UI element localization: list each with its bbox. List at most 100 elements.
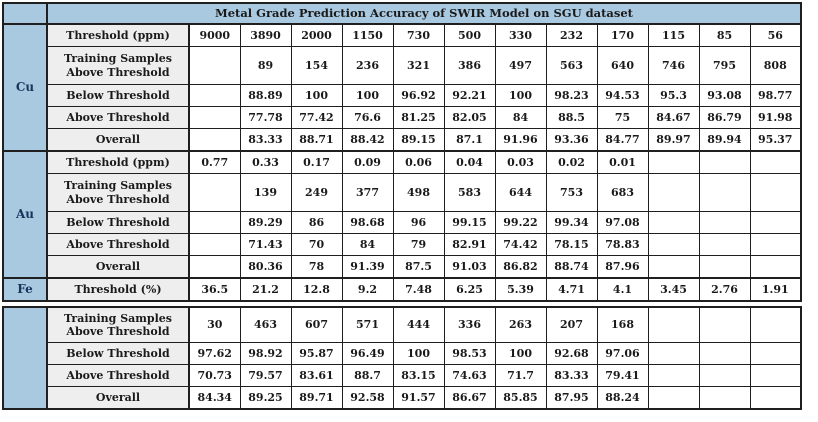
data-cell bbox=[749, 342, 802, 365]
data-cell: 607 bbox=[290, 306, 343, 343]
data-cell: 96 bbox=[392, 211, 445, 234]
data-cell: 0.04 bbox=[443, 150, 496, 174]
data-cell: 97.08 bbox=[596, 211, 649, 234]
data-cell: 86 bbox=[290, 211, 343, 234]
data-cell: 95.87 bbox=[290, 342, 343, 365]
data-cell bbox=[647, 342, 700, 365]
table-row: Above Threshold 70.73 79.57 83.61 88.7 83.15 7… bbox=[3, 364, 802, 387]
corner-cell bbox=[2, 2, 48, 25]
data-cell: 0.77 bbox=[188, 150, 241, 174]
data-cell: 96.49 bbox=[341, 342, 394, 365]
data-cell: 78.15 bbox=[545, 233, 598, 256]
data-cell bbox=[647, 255, 700, 279]
data-cell: 75 bbox=[596, 106, 649, 129]
table-row: Above Threshold 71.43 70 84 79 82.91 74.42 78.1… bbox=[3, 233, 802, 256]
data-cell: 77.78 bbox=[239, 106, 292, 129]
data-cell: 89.15 bbox=[392, 128, 445, 152]
data-cell bbox=[749, 255, 802, 279]
data-cell bbox=[188, 255, 241, 279]
data-cell: 83.15 bbox=[392, 364, 445, 387]
data-cell: 563 bbox=[545, 46, 598, 85]
data-cell: 444 bbox=[392, 306, 445, 343]
data-cell: 87.5 bbox=[392, 255, 445, 279]
row-label: Below Threshold bbox=[46, 211, 190, 234]
data-cell: 9000 bbox=[188, 23, 241, 47]
data-cell: 97.06 bbox=[596, 342, 649, 365]
data-cell: 795 bbox=[698, 46, 751, 85]
data-cell: 330 bbox=[494, 23, 547, 47]
data-cell: 170 bbox=[596, 23, 649, 47]
data-cell bbox=[647, 211, 700, 234]
data-cell bbox=[647, 306, 700, 343]
row-label: Above Threshold bbox=[46, 233, 190, 256]
data-cell bbox=[698, 150, 751, 174]
data-cell: 21.2 bbox=[239, 277, 292, 302]
data-cell: 0.02 bbox=[545, 150, 598, 174]
data-cell: 3.45 bbox=[647, 277, 700, 302]
data-cell: 80.36 bbox=[239, 255, 292, 279]
data-cell: 336 bbox=[443, 306, 496, 343]
data-cell: 56 bbox=[749, 23, 802, 47]
data-cell: 93.36 bbox=[545, 128, 598, 152]
data-cell: 1150 bbox=[341, 23, 394, 47]
data-cell: 92.68 bbox=[545, 342, 598, 365]
data-cell bbox=[749, 211, 802, 234]
data-cell: 321 bbox=[392, 46, 445, 85]
data-cell: 100 bbox=[494, 342, 547, 365]
fe-continuation-table: Training Samples Above Threshold 30 463 607… bbox=[2, 306, 802, 410]
data-cell: 76.6 bbox=[341, 106, 394, 129]
data-cell: 6.25 bbox=[443, 277, 496, 302]
data-cell: 98.23 bbox=[545, 84, 598, 107]
table-row: Training Samples Above Threshold 30 463 607… bbox=[2, 306, 802, 410]
data-cell: 99.22 bbox=[494, 211, 547, 234]
data-cell: 377 bbox=[341, 173, 394, 212]
data-cell bbox=[188, 173, 241, 212]
data-cell: 82.05 bbox=[443, 106, 496, 129]
data-cell: 87.95 bbox=[545, 386, 598, 410]
data-cell bbox=[698, 255, 751, 279]
data-cell: 81.25 bbox=[392, 106, 445, 129]
data-cell: 98.92 bbox=[239, 342, 292, 365]
data-cell: 84 bbox=[494, 106, 547, 129]
data-cell: 84.77 bbox=[596, 128, 649, 152]
data-cell: 86.82 bbox=[494, 255, 547, 279]
row-label: Overall bbox=[46, 255, 190, 279]
data-cell bbox=[698, 386, 751, 410]
data-cell bbox=[188, 106, 241, 129]
row-label: Threshold (ppm) bbox=[46, 150, 190, 174]
data-cell: 4.1 bbox=[596, 277, 649, 302]
data-cell: 79 bbox=[392, 233, 445, 256]
data-cell: 89.71 bbox=[290, 386, 343, 410]
data-cell: 236 bbox=[341, 46, 394, 85]
data-cell: 100 bbox=[392, 342, 445, 365]
data-cell: 249 bbox=[290, 173, 343, 212]
data-cell: 583 bbox=[443, 173, 496, 212]
table-row: Overall 84.34 89.25 89.71 92.58 91.57 86.67 85.… bbox=[3, 386, 802, 410]
data-cell: 70 bbox=[290, 233, 343, 256]
data-cell: 808 bbox=[749, 46, 802, 85]
data-cell: 0.03 bbox=[494, 150, 547, 174]
row-label: Above Threshold bbox=[46, 364, 190, 387]
data-cell: 386 bbox=[443, 46, 496, 85]
data-cell: 87.96 bbox=[596, 255, 649, 279]
data-cell: 83.33 bbox=[239, 128, 292, 152]
data-cell bbox=[698, 342, 751, 365]
data-cell bbox=[188, 84, 241, 107]
data-cell: 98.77 bbox=[749, 84, 802, 107]
data-cell: 36.5 bbox=[188, 277, 241, 302]
table-row: Overall 83.33 88.71 88.42 89.15 87.1 91.96 93.3… bbox=[3, 128, 802, 152]
data-cell: 97.62 bbox=[188, 342, 241, 365]
data-cell: 115 bbox=[647, 23, 700, 47]
data-cell bbox=[698, 173, 751, 212]
data-cell: 0.09 bbox=[341, 150, 394, 174]
metal-label-au: Au bbox=[2, 150, 48, 279]
data-cell: 91.96 bbox=[494, 128, 547, 152]
data-cell: 683 bbox=[596, 173, 649, 212]
data-cell: 730 bbox=[392, 23, 445, 47]
data-cell: 99.15 bbox=[443, 211, 496, 234]
data-cell: 71.7 bbox=[494, 364, 547, 387]
data-cell: 1.91 bbox=[749, 277, 802, 302]
data-cell bbox=[698, 364, 751, 387]
row-label: Threshold (%) bbox=[46, 277, 190, 302]
table-title: Metal Grade Prediction Accuracy of SWIR … bbox=[46, 2, 802, 25]
